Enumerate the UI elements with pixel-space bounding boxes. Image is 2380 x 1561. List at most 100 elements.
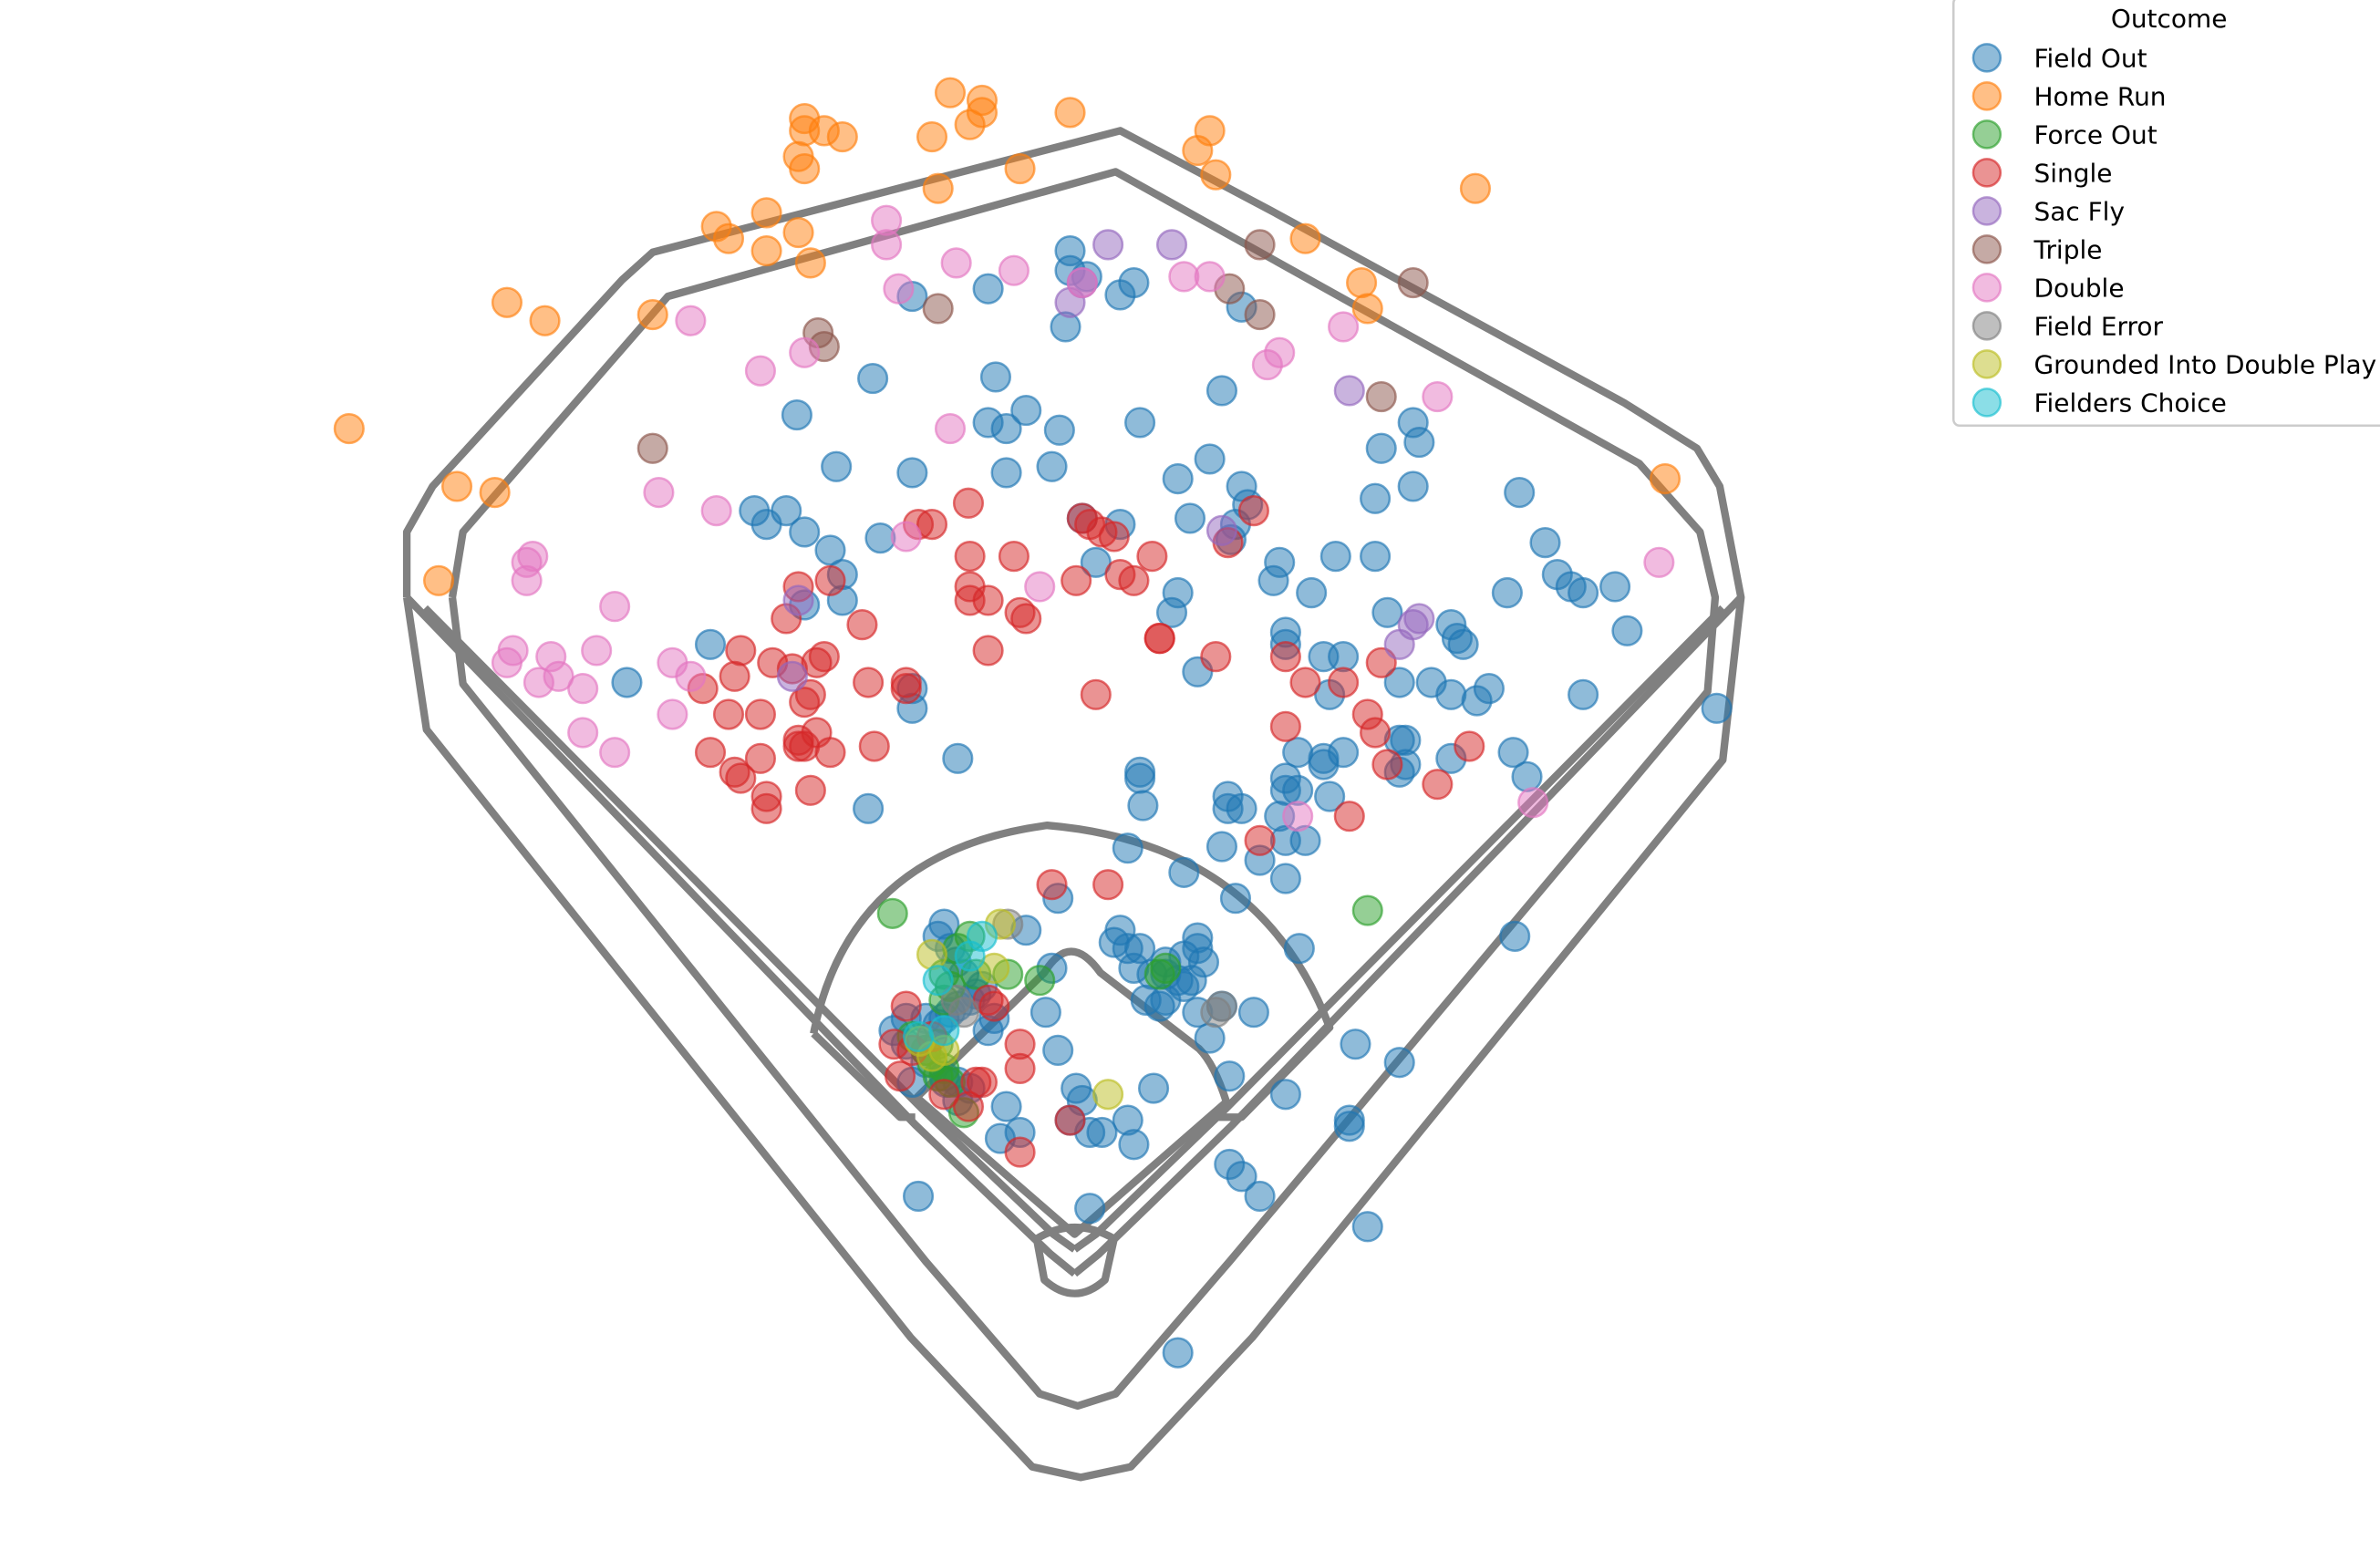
point-home-run <box>1004 152 1036 185</box>
point-field-out <box>972 273 1004 305</box>
point-single <box>1333 801 1365 832</box>
legend-marker-home-run <box>1971 81 2002 111</box>
point-double <box>998 254 1030 286</box>
left-foul-line-inner <box>422 605 1077 1253</box>
point-triple <box>1244 298 1276 331</box>
point-single <box>1080 678 1112 710</box>
point-field-out <box>821 450 853 482</box>
legend-entry-force-out: Force Out <box>1971 119 2158 150</box>
point-field-out <box>1112 832 1143 864</box>
point-field-out <box>979 361 1012 393</box>
legend-label-double: Double <box>2033 273 2124 303</box>
point-single <box>814 564 846 596</box>
point-double <box>890 521 922 553</box>
left-foul-line-outer <box>404 594 1078 1277</box>
point-double <box>491 646 523 678</box>
legend-marker-field-error <box>1971 311 2002 341</box>
legend-entry-single: Single <box>1971 158 2112 188</box>
point-home-run <box>934 77 967 109</box>
point-single <box>789 687 821 718</box>
point-field-out <box>1568 678 1599 710</box>
point-single <box>952 487 985 519</box>
point-single <box>954 541 986 573</box>
point-home-run <box>422 564 455 596</box>
point-field-out <box>1194 443 1226 475</box>
point-double <box>1168 261 1200 293</box>
point-double <box>934 413 967 445</box>
point-field-out <box>1237 997 1269 1029</box>
point-field-out <box>1042 1034 1074 1066</box>
point-field-out <box>739 495 771 527</box>
point-single <box>725 762 757 794</box>
point-single <box>1118 564 1150 596</box>
point-force-out <box>876 897 908 929</box>
point-home-run <box>826 120 858 153</box>
legend-items: Field Out Home Run Force Out Single Sac Fly T… <box>1971 43 2376 418</box>
point-field-out <box>1599 571 1631 603</box>
point-single <box>1289 667 1321 698</box>
point-double <box>675 305 707 336</box>
point-field-out <box>1351 1211 1383 1243</box>
point-home-run <box>1289 222 1321 254</box>
point-field-out <box>1214 1060 1246 1092</box>
point-triple <box>1397 266 1429 299</box>
point-double <box>1422 380 1454 413</box>
legend-label-field-error: Field Error <box>2033 311 2163 341</box>
point-single <box>1371 749 1403 780</box>
point-double <box>1066 266 1098 299</box>
point-triple <box>1365 380 1397 413</box>
point-field-out <box>1155 596 1188 628</box>
point-field-out <box>1162 463 1194 495</box>
point-single <box>1036 869 1068 901</box>
point-field-out <box>853 792 885 824</box>
point-single <box>1200 641 1232 673</box>
legend-marker-single <box>1971 158 2002 188</box>
point-single <box>1061 564 1092 596</box>
point-double <box>1024 571 1056 603</box>
point-field-out <box>771 495 802 527</box>
point-field-out <box>1282 737 1314 769</box>
point-field-out <box>1257 564 1289 596</box>
field-outline <box>402 127 1745 1482</box>
point-home-run <box>750 234 782 267</box>
point-home-run <box>1351 293 1383 325</box>
point-field-out <box>1360 482 1392 514</box>
point-home-run <box>794 247 826 279</box>
legend-label-field-out: Field Out <box>2033 43 2147 73</box>
point-single <box>928 1079 960 1111</box>
outer-wall <box>402 127 1745 1482</box>
point-single <box>750 792 782 824</box>
point-field-out <box>1226 1161 1257 1193</box>
point-single <box>846 609 878 641</box>
point-triple <box>1244 229 1276 261</box>
point-single <box>814 737 846 769</box>
point-home-run <box>954 109 986 140</box>
point-single <box>1004 1136 1036 1168</box>
point-home-run <box>491 286 523 318</box>
point-field-out <box>1328 737 1360 769</box>
point-single <box>719 660 750 692</box>
legend-frame <box>1952 0 2380 428</box>
point-home-run <box>1346 266 1378 299</box>
point-field-out <box>1137 1072 1170 1104</box>
point-home-run <box>440 470 473 502</box>
point-home-run <box>479 477 511 509</box>
point-single <box>853 667 885 698</box>
point-single <box>789 730 821 762</box>
point-single <box>885 1060 916 1092</box>
point-single <box>858 730 890 762</box>
point-single <box>725 635 757 667</box>
point-grounded-into-double-play <box>978 952 1010 984</box>
point-home-run <box>750 197 782 229</box>
data-points <box>333 77 1733 1369</box>
point-field-out <box>896 457 928 489</box>
point-field-out <box>1010 395 1042 427</box>
point-field-out <box>990 457 1022 489</box>
point-single <box>694 737 727 769</box>
point-double <box>700 495 732 527</box>
point-home-run <box>922 172 954 204</box>
point-field-out <box>1143 990 1175 1022</box>
point-field-out <box>1036 450 1068 482</box>
legend-entry-field-error: Field Error <box>1971 311 2163 341</box>
legend-label-force-out: Force Out <box>2033 119 2157 150</box>
